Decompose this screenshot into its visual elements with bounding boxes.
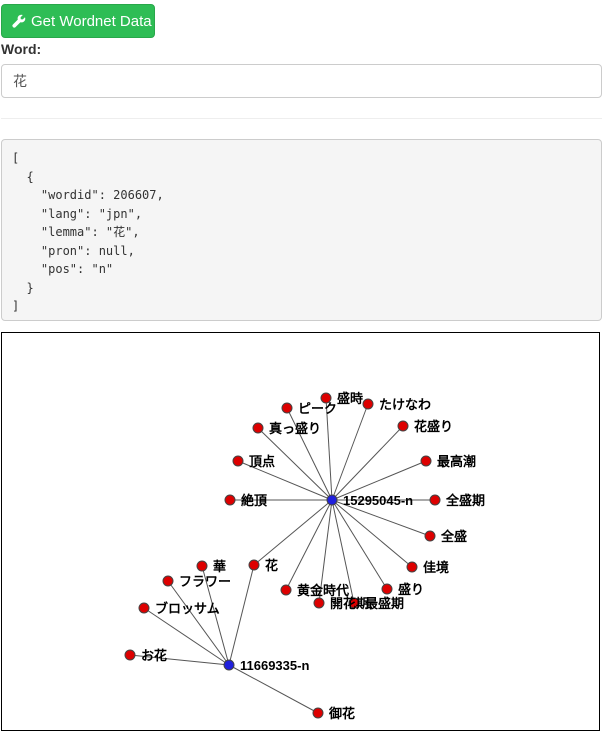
word-node[interactable]	[252, 422, 264, 434]
word-node-label: お花	[141, 648, 167, 663]
word-node[interactable]	[281, 402, 293, 414]
word-node[interactable]	[248, 559, 260, 571]
word-node-label: 盛時	[337, 391, 363, 406]
word-node-label: 開花期	[330, 596, 369, 611]
graph-edge	[143, 607, 230, 666]
word-node[interactable]	[429, 494, 441, 506]
word-node[interactable]	[313, 597, 325, 609]
word-node[interactable]	[138, 602, 150, 614]
word-node-label: 花	[265, 558, 278, 573]
word-input-value: 花	[13, 73, 27, 89]
word-node[interactable]	[397, 420, 409, 432]
graph-edge	[286, 407, 333, 501]
graph-edges	[129, 397, 435, 714]
word-node-label: 全盛	[440, 529, 467, 544]
word-node-label: ピーク	[298, 401, 337, 416]
graph-nodes	[124, 392, 441, 719]
word-node-label: 御花	[328, 706, 355, 721]
word-node-label: 最高潮	[437, 454, 476, 469]
word-node[interactable]	[424, 530, 436, 542]
graph-edge	[331, 499, 355, 604]
word-node[interactable]	[280, 584, 292, 596]
graph-edge	[331, 425, 404, 501]
graph-edge	[237, 460, 333, 501]
word-label: Word:	[1, 41, 42, 57]
graph-edge	[331, 403, 369, 501]
word-node-label: 最盛期	[365, 596, 404, 611]
graph-edge	[228, 564, 255, 666]
word-node-label: 佳境	[423, 560, 449, 575]
graph-edge	[318, 499, 333, 604]
synset-node-label: 15295045-n	[343, 493, 413, 508]
word-node[interactable]	[124, 649, 136, 661]
word-node[interactable]	[224, 494, 236, 506]
word-node[interactable]	[420, 455, 432, 467]
word-node[interactable]	[381, 583, 393, 595]
word-node-label: 真っ盛り	[269, 421, 321, 436]
word-input[interactable]: 花	[1, 64, 602, 98]
wrench-icon	[12, 14, 26, 28]
get-wordnet-data-label: Get Wordnet Data	[31, 12, 152, 30]
word-node-label: 全盛期	[445, 493, 485, 508]
graph-edge	[129, 654, 230, 666]
word-node[interactable]	[162, 575, 174, 587]
graph-edge	[228, 664, 319, 714]
json-output: [ { "wordid": 206607, "lang": "jpn", "le…	[1, 139, 602, 321]
graph-edge	[331, 499, 413, 568]
word-node-label: たけなわ	[379, 397, 431, 412]
wordnet-graph[interactable]: 盛時 ピーク たけなわ真っ盛り 花盛り頂点 最高潮絶頂 全盛期全盛佳境盛り 黄金時代 開花期最…	[1, 332, 600, 731]
graph-edge	[331, 499, 388, 590]
get-wordnet-data-button[interactable]: Get Wordnet Data	[1, 4, 155, 38]
word-node[interactable]	[348, 597, 360, 609]
word-node-label: 盛り	[398, 582, 424, 597]
word-node-label: 頂点	[249, 454, 275, 469]
word-node-label: ブロッサム	[155, 601, 220, 616]
word-node-label: 絶頂	[240, 493, 268, 508]
synset-node[interactable]	[223, 659, 235, 671]
graph-edge	[325, 397, 333, 501]
word-node-label: 華	[213, 559, 226, 574]
word-node[interactable]	[320, 392, 332, 404]
graph-edge	[201, 565, 230, 666]
word-node[interactable]	[406, 561, 418, 573]
word-node-label: 花盛り	[414, 419, 453, 434]
word-node[interactable]	[362, 398, 374, 410]
graph-edge	[285, 499, 333, 591]
graph-edge	[331, 460, 427, 501]
word-node[interactable]	[232, 455, 244, 467]
graph-edge	[257, 427, 333, 501]
word-node-label: フラワー	[179, 574, 231, 589]
word-node[interactable]	[312, 707, 324, 719]
graph-edge	[253, 499, 333, 566]
graph-edge	[167, 580, 230, 666]
graph-edge	[331, 499, 431, 537]
divider	[1, 118, 602, 119]
word-node[interactable]	[196, 560, 208, 572]
synset-node-label: 11669335-n	[240, 658, 309, 673]
word-node-label: 黄金時代	[297, 583, 349, 598]
synset-node[interactable]	[326, 494, 338, 506]
